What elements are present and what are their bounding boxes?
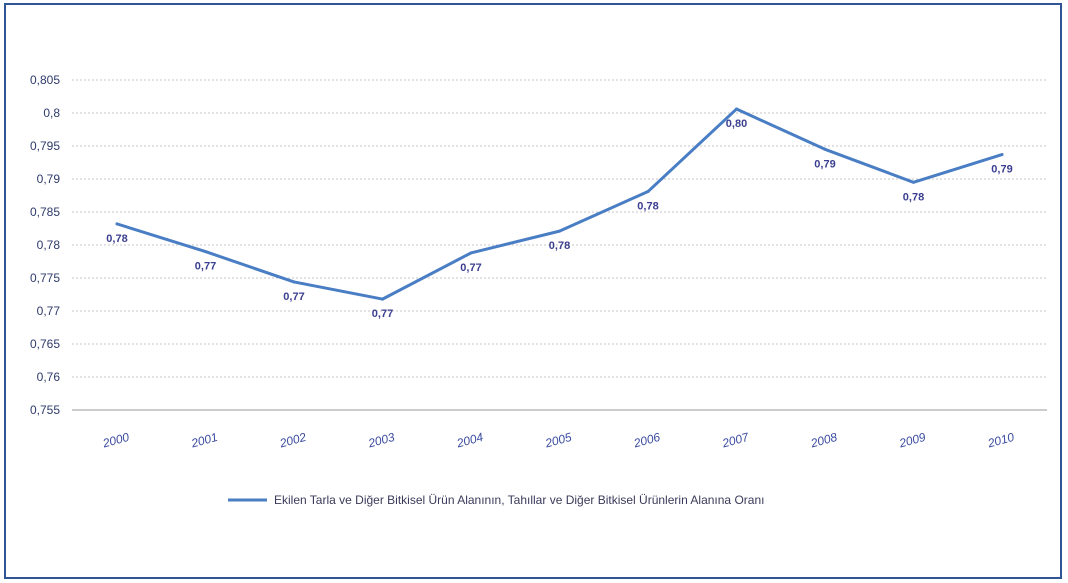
x-tick-label: 2008: [808, 430, 839, 451]
data-point: [646, 190, 650, 194]
x-tick-label: 2000: [100, 430, 131, 451]
series-line: [115, 107, 1004, 301]
x-tick-label: 2005: [543, 430, 574, 451]
data-point: [1000, 153, 1004, 157]
data-label: 0,77: [372, 308, 393, 320]
data-point: [292, 280, 296, 284]
y-tick-label: 0,77: [37, 304, 61, 318]
data-point: [912, 180, 915, 184]
data-label: 0,77: [460, 262, 481, 274]
y-tick-label: 0,78: [37, 238, 61, 252]
data-label: 0,78: [637, 201, 658, 213]
data-label: 0,79: [991, 164, 1012, 176]
data-point: [204, 250, 207, 254]
y-tick-label: 0,765: [30, 337, 60, 351]
x-tick-label: 2004: [454, 430, 485, 451]
y-tick-label: 0,755: [30, 403, 60, 417]
y-tick-label: 0,795: [30, 139, 60, 153]
y-tick-label: 0,8: [43, 106, 60, 120]
y-tick-label: 0,76: [37, 370, 61, 384]
y-tick-label: 0,79: [37, 172, 61, 186]
x-tick-label: 2007: [720, 430, 752, 451]
x-tick-label: 2001: [189, 430, 219, 451]
x-tick-label: 2009: [897, 430, 928, 451]
data-point: [115, 222, 119, 226]
x-tick-label: 2002: [277, 430, 308, 451]
x-tick-label: 2010: [985, 430, 1016, 451]
data-point: [469, 251, 473, 255]
data-point: [381, 297, 384, 301]
legend-label: Ekilen Tarla ve Diğer Bitkisel Ürün Alan…: [274, 493, 764, 507]
data-label: 0,79: [814, 158, 835, 170]
data-label: 0,77: [283, 291, 304, 303]
x-tick-label: 2003: [366, 430, 397, 451]
data-point: [558, 229, 561, 233]
data-label: 0,80: [726, 118, 747, 130]
y-tick-label: 0,805: [30, 73, 60, 87]
data-label: 0,77: [195, 261, 216, 273]
data-label: 0,78: [106, 233, 127, 245]
y-tick-label: 0,785: [30, 205, 60, 219]
data-label: 0,78: [903, 191, 924, 203]
x-tick-label: 2006: [631, 430, 662, 451]
data-label: 0,78: [549, 240, 570, 252]
data-point: [823, 147, 827, 151]
data-point: [735, 107, 738, 111]
y-tick-label: 0,775: [30, 271, 60, 285]
chart-frame: [4, 3, 1062, 579]
